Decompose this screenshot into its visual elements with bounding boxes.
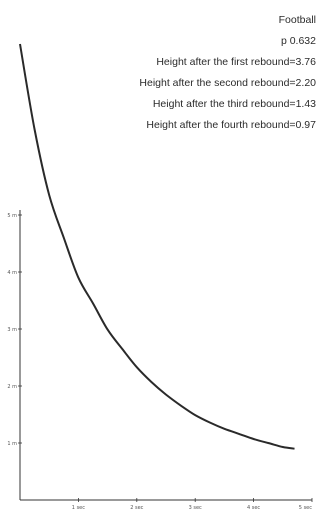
x-tick-label: 2 sec xyxy=(130,505,143,511)
curve-layer xyxy=(19,43,295,450)
x-tick-label: 1 sec xyxy=(72,505,85,511)
y-tick-label: 2 m xyxy=(7,384,17,390)
x-tick-label: 5 sec xyxy=(299,505,312,511)
y-tick-label: 1 m xyxy=(7,441,17,447)
y-tick-label: 5 m xyxy=(7,213,17,219)
info-panel: Football p 0.632 Height after the first re… xyxy=(139,14,316,131)
x-tick-label: 4 sec xyxy=(247,505,260,511)
decay-curve xyxy=(19,43,295,450)
tick-group: 1 m 2 m 3 m 4 m 5 m 1 sec 2 sec 3 sec 4 sec 5 sec xyxy=(7,213,313,511)
y-tick-label: 4 m xyxy=(7,270,17,276)
info-line: Height after the fourth rebound=0.97 xyxy=(146,119,316,131)
info-line: Height after the second rebound=2.20 xyxy=(139,77,316,89)
info-line: Height after the first rebound=3.76 xyxy=(156,56,316,68)
info-line: p 0.632 xyxy=(281,35,316,47)
axes xyxy=(19,210,312,501)
info-title: Football xyxy=(279,14,316,26)
x-tick-label: 3 sec xyxy=(189,505,202,511)
info-line: Height after the third rebound=1.43 xyxy=(153,98,316,110)
y-tick-label: 3 m xyxy=(7,327,17,333)
